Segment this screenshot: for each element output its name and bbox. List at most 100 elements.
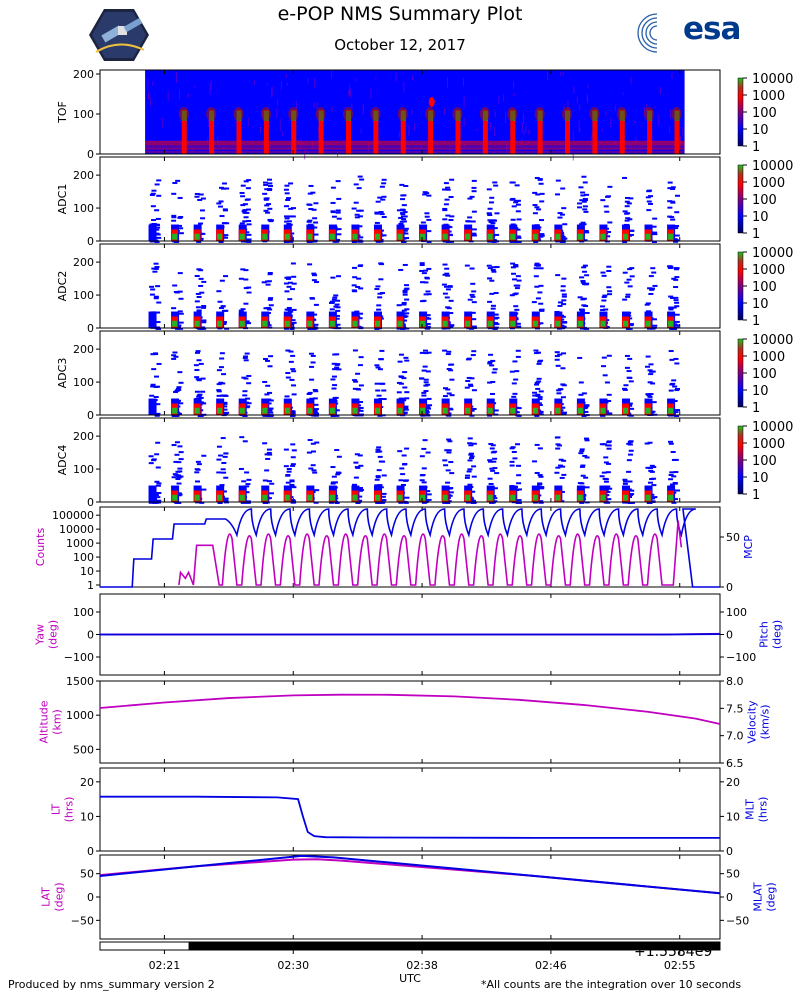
adc-column-peak xyxy=(307,320,313,327)
adc-count xyxy=(423,293,429,296)
adc-count xyxy=(538,475,544,478)
adc-count xyxy=(374,288,380,291)
adc-count xyxy=(607,221,613,224)
adc-count xyxy=(244,491,250,494)
adc-count xyxy=(561,295,567,298)
adc-count xyxy=(644,303,650,306)
adc-count xyxy=(246,291,252,294)
tof-noise xyxy=(494,111,496,118)
adc-count xyxy=(557,301,563,304)
adc-count xyxy=(194,468,200,471)
adc-count xyxy=(628,324,634,327)
adc-count xyxy=(626,470,632,473)
adc-count xyxy=(426,351,432,354)
adc-count xyxy=(465,379,471,382)
adc-column-peak xyxy=(284,320,290,327)
adc-count xyxy=(331,414,337,417)
adc-count xyxy=(447,407,453,410)
adc-count xyxy=(493,409,499,412)
adc-count xyxy=(554,355,560,358)
adc-count xyxy=(555,364,561,367)
adc-column-peak xyxy=(668,233,674,240)
adc-count xyxy=(486,264,492,267)
adc-count xyxy=(580,191,586,194)
tof-noise xyxy=(523,130,525,136)
adc-count xyxy=(265,306,271,309)
adc-count xyxy=(534,176,540,179)
adc-count xyxy=(263,414,269,417)
tof-peak-column xyxy=(537,110,543,154)
tof-noise xyxy=(279,118,281,131)
adc-count xyxy=(218,366,224,369)
tof-peak-glow xyxy=(671,107,682,121)
adc-count xyxy=(200,377,206,380)
adc-count xyxy=(441,327,447,330)
adc-count xyxy=(509,181,515,184)
tof-noise xyxy=(614,105,616,112)
adc-count xyxy=(426,194,432,197)
adc-count xyxy=(403,356,409,359)
adc-count xyxy=(490,392,496,395)
tof-noise xyxy=(271,86,273,96)
adc-count xyxy=(652,284,658,287)
tof-noise xyxy=(513,92,515,97)
adc-count xyxy=(516,218,522,221)
adc-count xyxy=(627,480,633,483)
adc-count xyxy=(288,207,294,210)
tof-noise xyxy=(210,80,212,91)
colorbar-tick-label: 1 xyxy=(752,488,760,503)
adc-count xyxy=(352,290,358,293)
adc-count xyxy=(312,409,318,412)
adc-count xyxy=(534,285,540,288)
adc-count xyxy=(171,192,177,195)
adc-count xyxy=(673,411,679,414)
adc-count xyxy=(490,380,496,383)
adc-count xyxy=(286,470,292,473)
y-axis-label-adc2-line: ADC2 xyxy=(56,271,69,302)
adc-count xyxy=(243,216,249,219)
adc-count xyxy=(489,292,495,295)
tof-noise xyxy=(247,117,249,127)
adc-column-peak xyxy=(420,320,426,327)
adc-count xyxy=(554,471,560,474)
adc-count xyxy=(336,455,342,458)
adc-count xyxy=(490,307,496,310)
adc-count xyxy=(489,279,495,282)
x-tick-label: 02:38 xyxy=(406,959,438,972)
adc-count xyxy=(286,306,292,309)
adc-count xyxy=(217,501,223,504)
adc-count xyxy=(286,468,292,471)
adc-count xyxy=(242,211,248,214)
adc-count xyxy=(487,277,493,280)
adc-count xyxy=(584,486,590,489)
adc-column-peak xyxy=(532,407,538,414)
adc-count xyxy=(241,501,247,504)
adc-count xyxy=(560,187,566,190)
adc-column-peak xyxy=(194,320,200,327)
adc-count xyxy=(469,195,475,198)
adc-count xyxy=(466,357,472,360)
adc-count xyxy=(649,470,655,473)
adc-count xyxy=(196,359,202,362)
adc-count xyxy=(491,266,497,269)
adc-count xyxy=(312,471,318,474)
adc-count xyxy=(380,460,386,463)
adc-count xyxy=(267,272,273,275)
x-tick-label: 02:55 xyxy=(664,959,696,972)
footer-version: Produced by nms_summary version 2 xyxy=(8,978,215,991)
tof-noise xyxy=(587,84,589,89)
adc-count xyxy=(668,308,674,311)
adc-count xyxy=(442,207,448,210)
adc-count xyxy=(378,211,384,214)
adc-count xyxy=(629,267,635,270)
adc-count xyxy=(243,302,249,305)
adc-count xyxy=(381,182,387,185)
adc-count xyxy=(625,293,631,296)
tof-peak-column xyxy=(510,110,516,154)
tof-peak-glow xyxy=(233,107,244,121)
adc-count xyxy=(490,304,496,307)
adc-count xyxy=(443,285,449,288)
adc-count xyxy=(557,353,563,356)
adc-count xyxy=(374,212,380,215)
adc-count xyxy=(534,414,540,417)
